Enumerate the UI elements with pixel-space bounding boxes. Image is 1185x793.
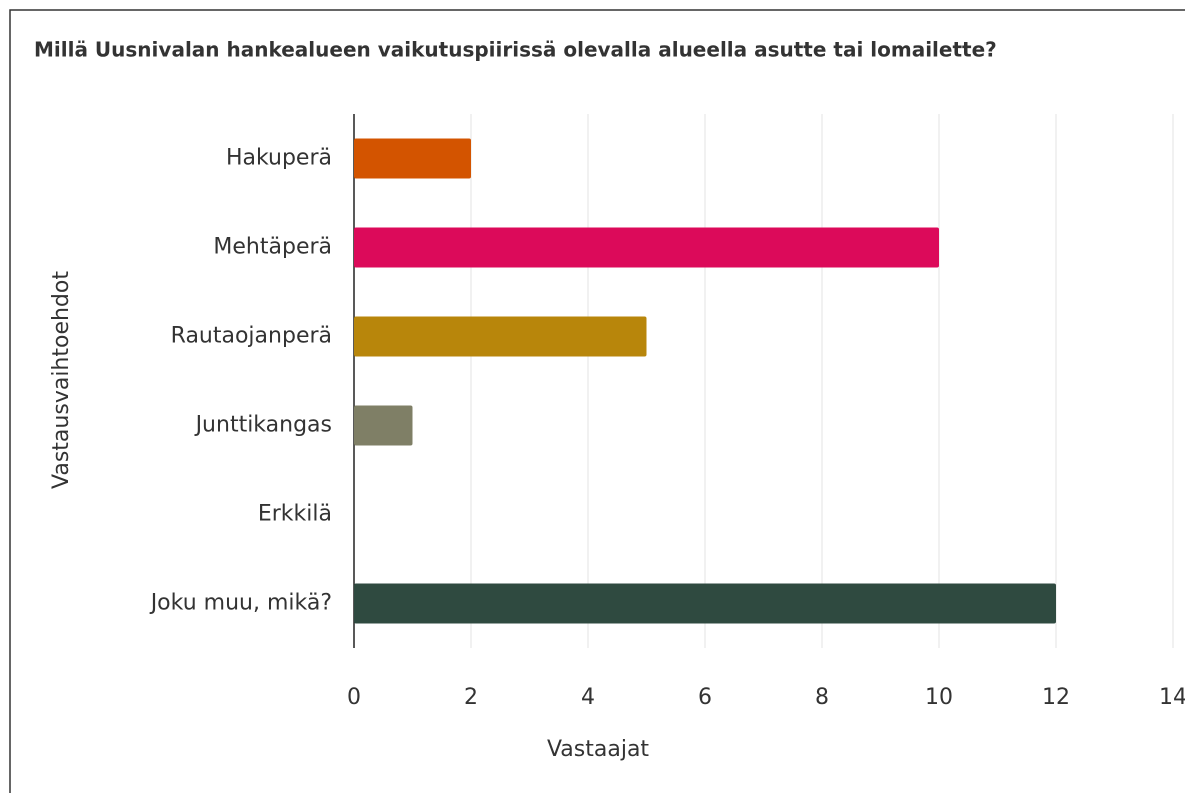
- y-tick-label: Rautaojanperä: [171, 324, 332, 349]
- x-tick-label: 14: [1159, 685, 1185, 710]
- bar: [354, 227, 939, 268]
- bar: [354, 138, 471, 179]
- x-axis-label: Vastaajat: [547, 737, 649, 762]
- y-tick-label: Hakuperä: [226, 146, 332, 171]
- x-tick-label: 12: [1042, 685, 1070, 710]
- x-tick-label: 0: [347, 685, 361, 710]
- chart-title: Millä Uusnivalan hankealueen vaikutuspii…: [34, 38, 997, 62]
- x-tick-label: 2: [464, 685, 478, 710]
- x-tick-label: 8: [815, 685, 829, 710]
- y-tick-label: Erkkilä: [258, 502, 332, 527]
- bar: [354, 583, 1056, 624]
- y-axis-label: Vastausvaihtoehdot: [49, 271, 74, 489]
- x-tick-label: 6: [698, 685, 712, 710]
- x-tick-label: 4: [581, 685, 595, 710]
- bar: [354, 316, 647, 357]
- frame: [9, 9, 1185, 793]
- x-tick-label: 10: [925, 685, 953, 710]
- bar: [354, 405, 413, 446]
- y-tick-label: Mehtäperä: [213, 235, 332, 260]
- y-tick-label: Junttikangas: [194, 413, 332, 438]
- y-tick-label: Joku muu, mikä?: [149, 591, 332, 616]
